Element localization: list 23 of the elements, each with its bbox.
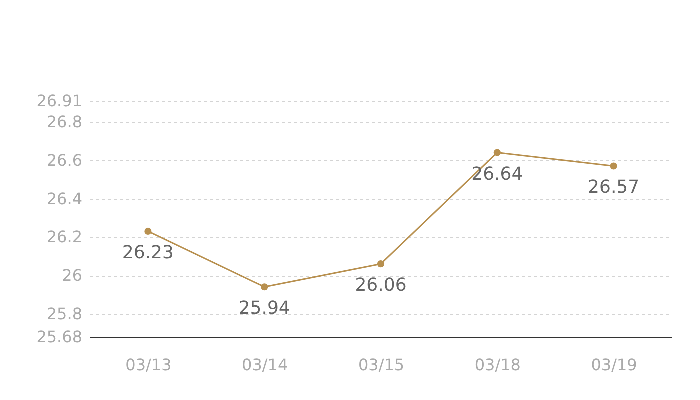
point [610, 162, 618, 170]
y-tick-label: 26.8 [46, 112, 82, 132]
x-tick-label: 03/18 [474, 356, 521, 374]
data-label: 26.57 [588, 177, 640, 198]
data-label: 25.94 [238, 298, 290, 320]
y-tick-label: 25.68 [36, 328, 82, 346]
x-tick-label: 03/15 [358, 356, 405, 374]
point [494, 149, 501, 156]
y-tick-label: 26.4 [46, 189, 82, 208]
y-tick-label: 26.2 [46, 228, 82, 247]
x-tick-label: 03/13 [126, 356, 172, 374]
point [261, 284, 268, 291]
point [377, 260, 385, 268]
y-tick-label: 25.8 [46, 304, 82, 324]
y-tick-label: 26.91 [36, 92, 82, 110]
y-tick-label: 26.6 [46, 150, 82, 170]
data-label: 26.23 [122, 242, 174, 264]
data-label: 26.06 [355, 275, 407, 296]
y-tick-label: 26 [62, 266, 82, 286]
x-tick-label: 03/19 [591, 356, 638, 374]
x-tick-label: 03/14 [242, 356, 288, 374]
data-label: 26.64 [472, 164, 524, 185]
point [144, 228, 152, 235]
